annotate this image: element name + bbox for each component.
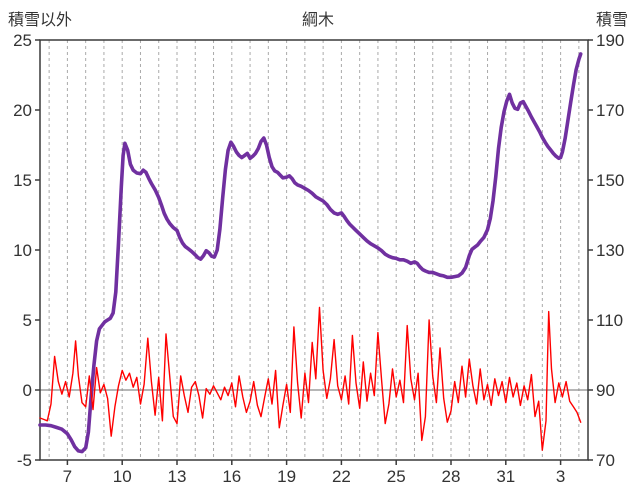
y-left-tick-label: 25 — [13, 31, 32, 50]
right-axis-title: 積雪 — [595, 12, 628, 29]
y-left-tick-label: 0 — [23, 381, 32, 400]
x-tick-label: 22 — [332, 467, 351, 486]
y-right-tick-label: 130 — [596, 241, 624, 260]
y-right-tick-label: 190 — [596, 31, 624, 50]
x-tick-label: 16 — [222, 467, 241, 486]
series-line-snow-depth — [38, 52, 583, 454]
x-tick-label: 28 — [442, 467, 461, 486]
y-left-tick-label: 20 — [13, 101, 32, 120]
series-line-non-snow — [39, 306, 582, 451]
y-right-tick-label: 170 — [596, 101, 624, 120]
x-tick-label: 13 — [168, 467, 187, 486]
y-right-tick-label: 150 — [596, 171, 624, 190]
y-left-tick-label: 15 — [13, 171, 32, 190]
y-right-tick-label: 90 — [596, 381, 615, 400]
x-tick-label: 31 — [496, 467, 515, 486]
y-right-tick-label: 110 — [596, 311, 623, 330]
chart-title: 綱木 — [301, 12, 334, 29]
y-left-tick-label: 10 — [13, 241, 32, 260]
y-left-tick-label: 5 — [23, 311, 32, 330]
left-axis-title: 積雪以外 — [8, 12, 73, 29]
y-left-tick-label: -5 — [17, 451, 32, 470]
x-tick-label: 3 — [556, 467, 565, 486]
y-right-tick-label: 70 — [596, 451, 615, 470]
x-tick-label: 25 — [387, 467, 406, 486]
x-tick-label: 7 — [63, 467, 72, 486]
x-tick-label: 19 — [277, 467, 296, 486]
x-tick-label: 10 — [113, 467, 132, 486]
